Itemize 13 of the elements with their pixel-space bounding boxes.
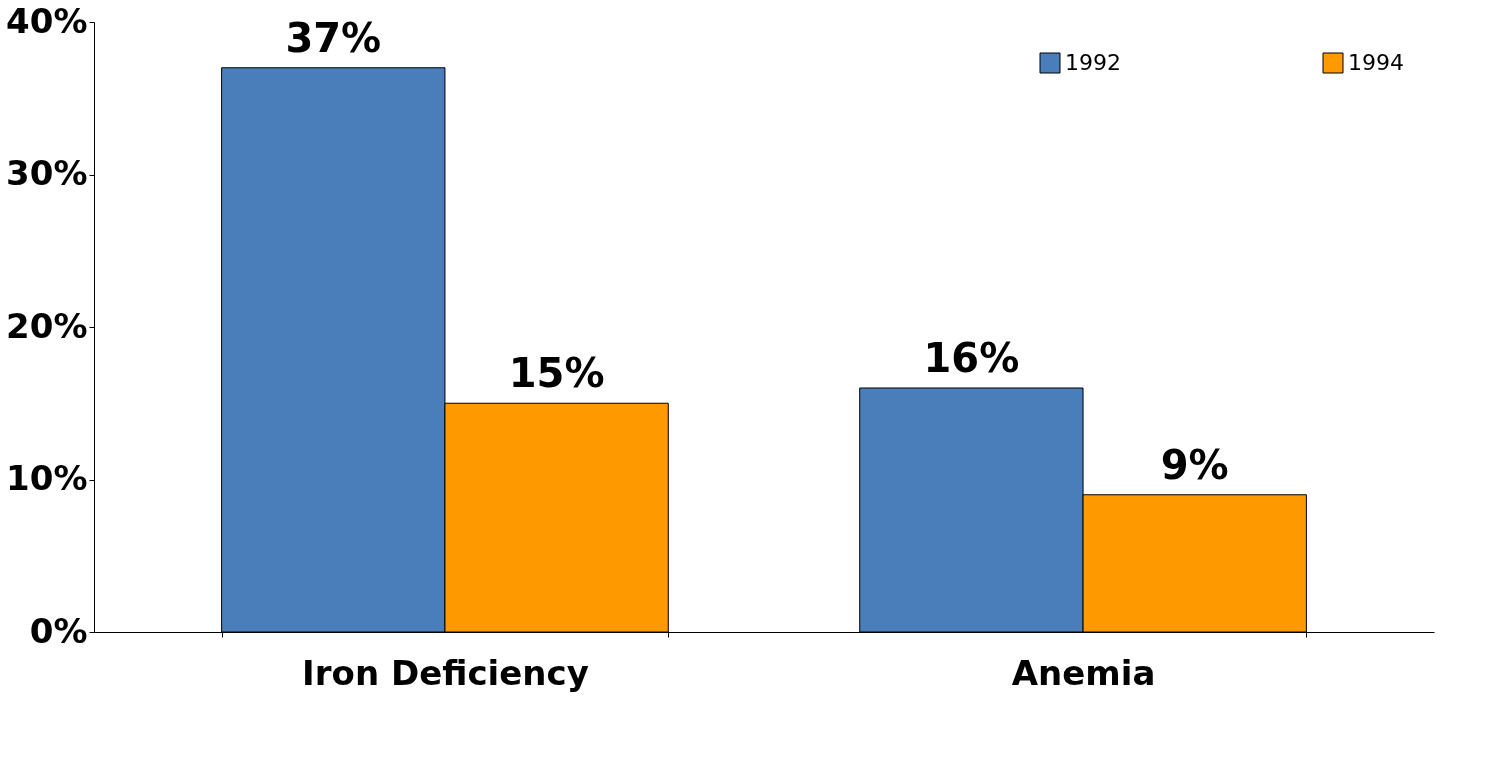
y-tick-label: 30% xyxy=(6,153,88,193)
data-label: 15% xyxy=(508,350,605,397)
y-tick-label: 20% xyxy=(6,305,88,346)
data-label: 37% xyxy=(285,14,382,61)
x-tick-label: Anemia xyxy=(1011,652,1156,693)
y-tick-label: 0% xyxy=(29,610,88,651)
y-tick-label: 40% xyxy=(6,0,88,41)
y-tick-label: 10% xyxy=(6,458,88,498)
data-label: 9% xyxy=(1160,441,1229,488)
legend-label: 1994 xyxy=(1348,50,1404,75)
data-label: 16% xyxy=(923,335,1020,381)
legend-label: 1992 xyxy=(1065,50,1121,75)
x-tick-label: Iron Deficiency xyxy=(302,652,589,693)
